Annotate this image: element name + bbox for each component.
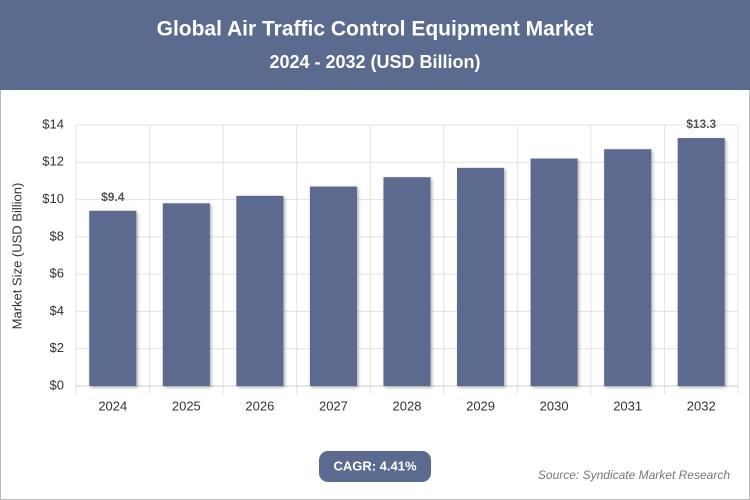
y-tick-label: $12 bbox=[42, 154, 64, 169]
bar bbox=[89, 210, 137, 386]
source: Source: Syndicate Market Research bbox=[538, 468, 730, 482]
x-tick-label: 2030 bbox=[540, 398, 569, 413]
chart-subtitle: 2024 - 2032 (USD Billion) bbox=[269, 52, 480, 72]
bar bbox=[162, 203, 210, 386]
x-tick-label: 2031 bbox=[613, 398, 642, 413]
value-label: $13.3 bbox=[686, 117, 716, 131]
x-tick-label: 2032 bbox=[687, 398, 716, 413]
x-tick-label: 2024 bbox=[98, 398, 127, 413]
header bbox=[0, 0, 750, 90]
bar bbox=[383, 177, 431, 386]
x-tick-label: 2029 bbox=[466, 398, 495, 413]
x-tick-label: 2028 bbox=[393, 398, 422, 413]
bar bbox=[309, 186, 357, 386]
y-tick-label: $0 bbox=[50, 377, 64, 392]
y-tick-label: $10 bbox=[42, 191, 64, 206]
value-label: $9.4 bbox=[101, 190, 125, 204]
y-tick-label: $14 bbox=[42, 116, 64, 131]
y-tick-label: $4 bbox=[50, 303, 64, 318]
y-axis-label: Market Size (USD Billion) bbox=[9, 183, 24, 330]
chart-title: Global Air Traffic Control Equipment Mar… bbox=[157, 18, 594, 41]
bar bbox=[236, 195, 284, 386]
bar bbox=[530, 158, 578, 386]
y-tick-label: $2 bbox=[50, 340, 64, 355]
x-tick-label: 2025 bbox=[172, 398, 201, 413]
bar bbox=[457, 167, 505, 386]
cagr-label: CAGR: 4.41% bbox=[333, 458, 417, 473]
x-tick-label: 2026 bbox=[245, 398, 274, 413]
cagr-badge bbox=[319, 451, 431, 482]
y-tick-label: $8 bbox=[50, 228, 64, 243]
y-tick-label: $6 bbox=[50, 266, 64, 281]
bar bbox=[677, 138, 725, 386]
x-tick-label: 2027 bbox=[319, 398, 348, 413]
bar bbox=[604, 149, 652, 386]
